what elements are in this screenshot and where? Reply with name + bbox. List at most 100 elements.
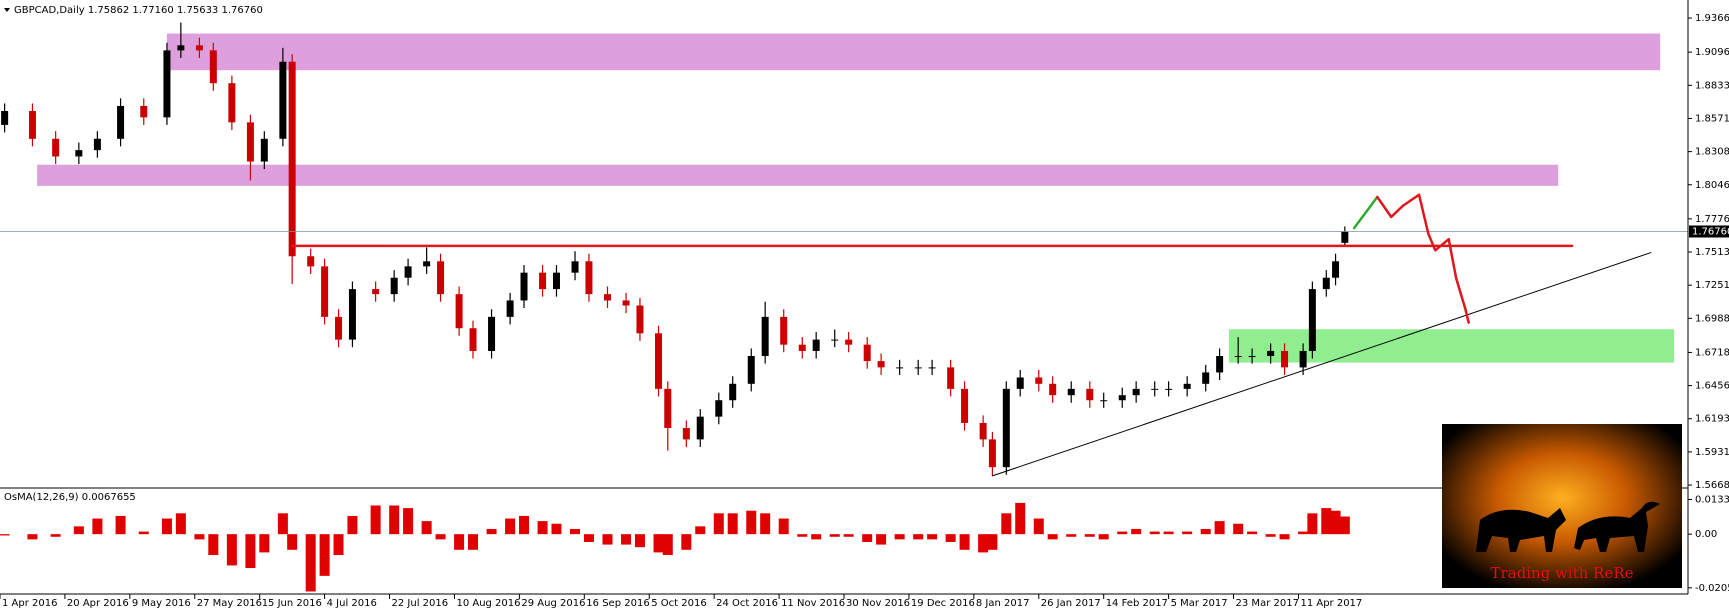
osma-bar [583,534,594,542]
y-tick-label: 1.88335 [1695,80,1729,91]
osma-bar [319,534,330,576]
osma-bar [987,534,998,550]
candle-body [1002,388,1010,468]
y-tick-label: 1.93660 [1695,13,1729,24]
candle-body [1035,377,1043,384]
x-tick-label: 10 Aug 2016 [456,598,520,609]
osma-bar [1163,531,1174,535]
osma-bar [695,526,706,535]
osma-bar [0,534,10,536]
x-tick-label: 11 Nov 2016 [781,598,845,609]
candle-body [348,289,356,340]
candle-body [747,356,755,384]
osma-bar [959,534,970,550]
osma-bar [1098,534,1109,540]
candle-body [1332,261,1340,278]
y-tick-label: 1.80460 [1695,180,1729,191]
menu-triangle[interactable] [4,8,10,12]
candle-body [307,256,315,267]
candle-body [896,367,904,369]
candle-body [877,361,885,368]
candle-body [682,428,690,440]
indicator-title: OsMA(12,26,9) 0.0067655 [4,492,136,503]
x-tick-label: 26 Jan 2017 [1041,598,1101,609]
osma-bar [208,534,219,556]
osma-bar [1015,502,1026,535]
candle-body [520,272,528,301]
osma-bar [570,528,581,535]
candle-body [1281,350,1289,368]
osma-bar [50,534,61,537]
candle-body [1151,388,1159,390]
candle-body [423,261,431,267]
osma-bar [927,534,938,540]
x-tick-label: 14 Feb 2017 [1106,598,1168,609]
zone [166,33,1661,71]
logo-text: Trading with ReRe [1491,564,1634,582]
osma-bar [1330,510,1341,535]
osma-bar [829,534,840,537]
x-tick-label: 30 Nov 2016 [846,598,910,609]
candle-body [761,316,769,357]
candle-body [696,416,704,440]
osma-bar [27,534,38,540]
current-price-label: 1.76760 [1692,226,1729,237]
osma-bar [435,534,446,540]
osma-bar [797,534,808,537]
osma-bar [978,534,989,553]
x-tick-label: 15 Jun 2016 [262,598,322,609]
candle-body [715,400,723,417]
candle-body [1067,388,1075,396]
candle-body [177,45,185,51]
zone [37,164,1559,186]
candle-body [52,138,60,157]
osma-bar [347,515,358,535]
candle-body [947,367,955,389]
osma-bar [1265,534,1276,537]
candle-body [288,61,296,257]
osma-bar [537,521,548,535]
osma-bar [634,534,645,548]
osma-bar [1214,521,1225,535]
osma-bar [1001,513,1012,535]
osma-bar [862,534,873,542]
candle-body [228,83,236,123]
logo: Trading with ReRe [1442,424,1682,588]
projection-path [1352,195,1379,230]
bull-silhouette [1574,501,1660,552]
x-tick-label: 29 Aug 2016 [521,598,585,609]
trend-line [991,252,1652,477]
osma-bar [333,534,344,556]
osma-bar [1339,516,1350,535]
osma-bar [746,510,757,535]
indicator-tick-label: 0.00 [1695,529,1717,540]
osma-bar [486,528,497,535]
osma-bar [894,534,905,540]
y-tick-label: 1.59310 [1695,447,1729,458]
osma-bar [277,513,288,535]
candle-body [1248,356,1256,358]
osma-bar [73,526,84,535]
x-tick-label: 16 Sep 2016 [586,598,649,609]
candle-body [812,339,820,351]
osma-bar [778,518,789,535]
x-tick-label: 1 Apr 2016 [2,598,57,609]
candle-body [729,383,737,401]
candle-body [335,316,343,340]
candle-body [1183,383,1191,389]
osma-bar [421,521,432,535]
osma-bar [1307,513,1318,535]
y-tick-label: 1.85710 [1695,113,1729,124]
candle-body [140,105,148,118]
candle-body [117,105,125,139]
osma-bar [913,534,924,540]
osma-bar [226,534,237,566]
osma-bar [194,534,205,540]
osma-bar [1182,531,1193,535]
osma-bar [551,523,562,535]
candle-body [622,300,630,306]
candle-body [1234,356,1242,358]
candle-body [1086,388,1094,401]
x-tick-label: 8 Jan 2017 [976,598,1030,609]
